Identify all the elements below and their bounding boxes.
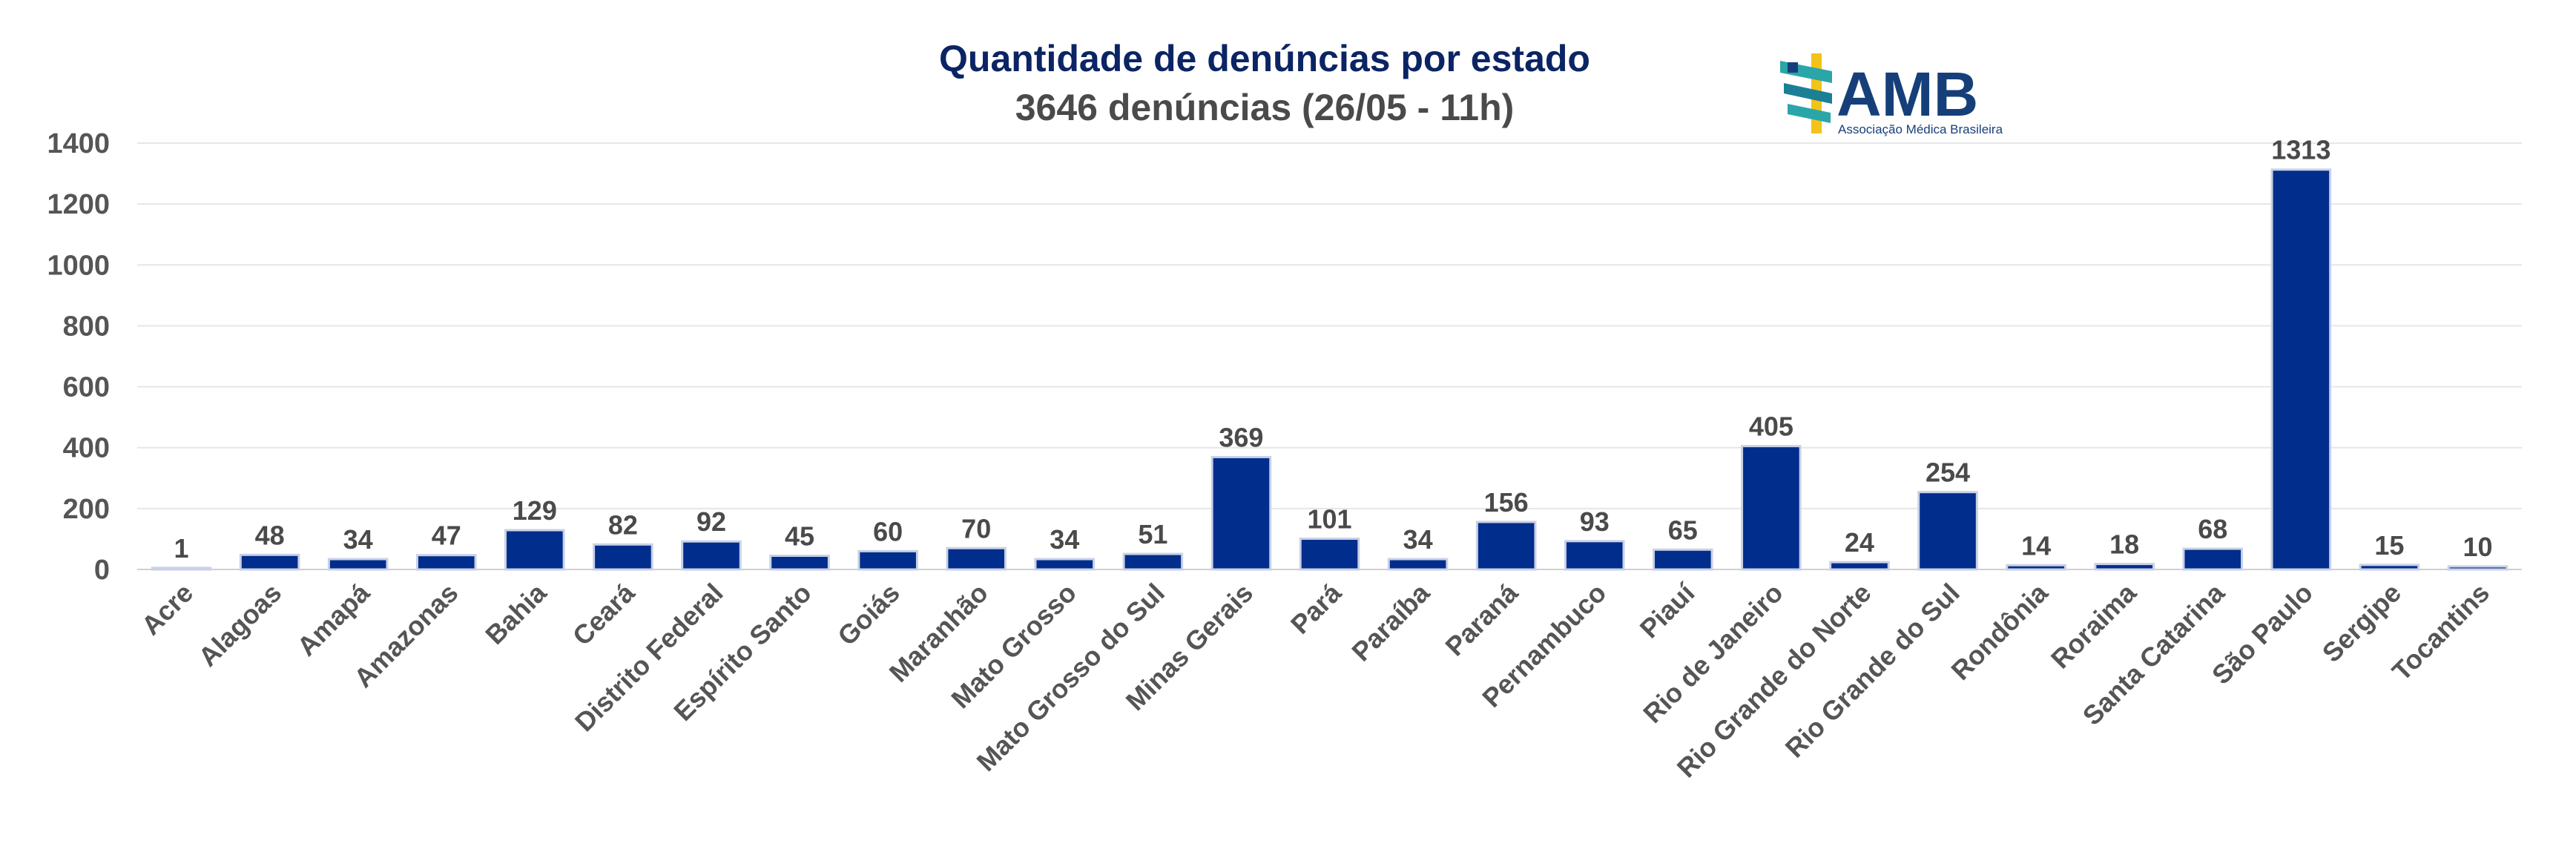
data-label: 1313 — [2271, 135, 2330, 165]
data-label: 45 — [785, 521, 814, 552]
bar-pará — [1299, 538, 1360, 571]
data-label: 1 — [174, 533, 189, 564]
bar-espírito-santo — [769, 555, 830, 571]
data-label: 156 — [1484, 487, 1529, 518]
y-tick-label: 600 — [63, 372, 110, 403]
data-label: 68 — [2198, 514, 2227, 544]
x-tick-label: Distrito Federal — [569, 578, 729, 738]
bar-goiás — [857, 549, 918, 571]
x-tick-label: Goiás — [831, 578, 906, 652]
y-tick-label: 1200 — [47, 189, 110, 220]
data-label: 15 — [2374, 530, 2404, 561]
bar-sergipe — [2359, 564, 2420, 571]
bar-ceará — [593, 543, 653, 571]
bar-tocantins — [2447, 565, 2509, 571]
x-tick-label: Piauí — [1634, 577, 1702, 644]
bar-mato-grosso-do-sul — [1122, 552, 1184, 571]
logo-name: AMB — [1837, 59, 1978, 129]
bar-rondônia — [2006, 564, 2066, 571]
y-tick-label: 200 — [63, 494, 110, 525]
x-tick-label: Pará — [1285, 577, 1348, 640]
data-labels: 1 48 34 47 129 82 92 45 60 70 34 51 369 101 34 156 93 65 4… — [174, 135, 2493, 564]
bar-acre — [151, 566, 212, 571]
bar-paraíba — [1387, 558, 1449, 571]
logo-tagline: Associação Médica Brasileira — [1838, 122, 2003, 136]
data-label: 24 — [1845, 527, 1874, 558]
bar-rio-grande-do-sul — [1917, 491, 1978, 571]
x-tick-label: Acre — [136, 578, 200, 641]
bar-roraima — [2094, 563, 2155, 571]
data-label: 18 — [2109, 529, 2139, 560]
data-label: 369 — [1219, 422, 1263, 452]
data-label: 34 — [1403, 524, 1433, 555]
bar-são-paulo — [2270, 168, 2332, 571]
bar-alagoas — [239, 553, 300, 571]
data-label: 70 — [961, 513, 991, 544]
bar-mato-grosso — [1034, 558, 1096, 571]
data-label: 129 — [513, 495, 557, 526]
data-label: 405 — [1749, 412, 1793, 442]
data-label: 93 — [1580, 506, 1610, 537]
bar-amazonas — [415, 554, 477, 571]
bar-rio-grande-do-norte — [1829, 561, 1890, 571]
data-label: 65 — [1668, 515, 1698, 545]
data-label: 60 — [873, 516, 903, 546]
data-label: 48 — [255, 520, 285, 550]
x-tick-label: Ceará — [567, 577, 641, 651]
x-tick-label: Rio Grande do Sul — [1779, 578, 1966, 764]
data-label: 47 — [432, 521, 461, 551]
bar-santa-catarina — [2182, 547, 2244, 571]
data-label: 92 — [696, 506, 726, 537]
x-tick-label: Sergipe — [2316, 578, 2407, 668]
x-tick-label: Paraíba — [1345, 577, 1436, 667]
y-tick-label: 400 — [63, 433, 110, 464]
data-label: 14 — [2021, 530, 2051, 561]
y-tick-label: 1400 — [47, 128, 110, 159]
x-tick-label: Amapá — [291, 577, 376, 662]
data-label: 51 — [1138, 519, 1167, 549]
bars — [151, 168, 2509, 571]
data-label: 10 — [2463, 532, 2492, 562]
bar-paraná — [1475, 521, 1537, 571]
chart-title: Quantidade de denúncias por estado — [939, 38, 1590, 79]
x-tick-label: Rondônia — [1945, 577, 2054, 686]
data-label: 254 — [1926, 457, 1970, 488]
x-tick-label: Bahia — [479, 577, 553, 650]
bar-piauí — [1653, 548, 1713, 571]
bar-minas-gerais — [1210, 455, 1272, 571]
x-tick-label: Paraná — [1439, 577, 1524, 662]
bar-bahia — [504, 529, 565, 571]
bar-rio-de-janeiro — [1741, 445, 1802, 571]
bar-pernambuco — [1564, 540, 1625, 571]
bar-maranhão — [946, 546, 1007, 571]
data-label: 34 — [343, 524, 373, 555]
y-axis-ticks: 0 200 400 600 800 1000 1200 1400 — [47, 128, 110, 586]
amb-logo: AMB Associação Médica Brasileira — [1780, 53, 2003, 136]
y-tick-label: 0 — [94, 555, 110, 586]
y-tick-label: 1000 — [47, 250, 110, 281]
caduceus-icon — [1780, 53, 1832, 133]
bar-distrito-federal — [681, 540, 742, 571]
x-tick-label: Tocantins — [2386, 578, 2495, 687]
x-tick-label: Alagoas — [192, 578, 287, 673]
data-label: 34 — [1050, 524, 1079, 555]
bar-amapá — [327, 558, 389, 571]
chart-subtitle: 3646 denúncias (26/05 - 11h) — [1015, 87, 1515, 128]
data-label: 82 — [608, 509, 638, 540]
data-label: 101 — [1307, 504, 1351, 535]
y-tick-label: 800 — [63, 311, 110, 342]
